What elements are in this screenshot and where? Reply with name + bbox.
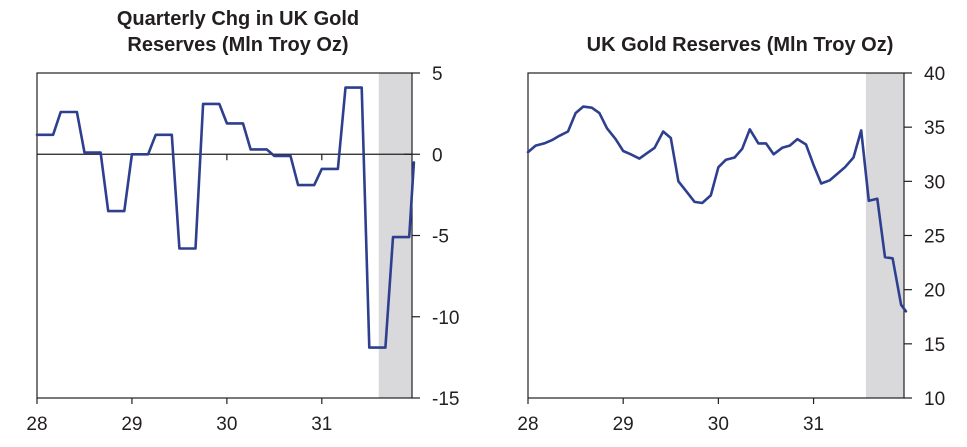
- left-xtick-label: 31: [311, 414, 332, 435]
- left-ytick-label: -10: [432, 308, 459, 329]
- right-chart-panel: 40 35 30 25 20 15 10 28 29 30 31: [517, 64, 945, 435]
- left-series-line: [35, 86, 416, 349]
- right-chart-title-line-1: UK Gold Reserves (Mln Troy Oz): [586, 34, 894, 56]
- left-chart-panel: 5 0 -5 -10 -15 28 29 30 31: [26, 64, 459, 435]
- right-xtick-label: 29: [613, 414, 634, 435]
- right-ytick-label: 10: [924, 389, 945, 410]
- right-xtick-label: 30: [708, 414, 729, 435]
- right-ytick-label: 15: [924, 335, 945, 356]
- left-xtick-label: 29: [121, 414, 142, 435]
- left-xtick-label: 30: [216, 414, 237, 435]
- right-ytick-label: 20: [924, 281, 945, 302]
- left-ytick-label: -5: [432, 227, 449, 248]
- right-xtick-label: 28: [517, 414, 538, 435]
- left-xtick-label: 28: [26, 414, 47, 435]
- left-shaded-region: [378, 73, 412, 398]
- right-xtick-label: 31: [803, 414, 824, 435]
- left-chart-title: Quarterly Chg in UK Gold Reserves (Mln T…: [78, 6, 398, 58]
- right-ytick-label: 40: [924, 64, 945, 85]
- left-plot-frame: [36, 72, 413, 399]
- right-ytick-label: 30: [924, 172, 945, 193]
- left-ytick-label: -15: [432, 389, 459, 410]
- left-chart-title-line-1: Quarterly Chg in UK Gold: [116, 8, 360, 30]
- right-series-line: [526, 105, 908, 313]
- left-ytick-label: 5: [432, 64, 443, 85]
- right-chart-title: UK Gold Reserves (Mln Troy Oz): [540, 32, 940, 58]
- right-plot-frame: [527, 72, 905, 399]
- right-ytick-label: 35: [924, 118, 945, 139]
- left-ytick-label: 0: [432, 145, 443, 166]
- right-ytick-label: 25: [924, 227, 945, 248]
- right-shaded-region: [865, 73, 904, 398]
- left-chart-title-line-2: Reserves (Mln Troy Oz): [127, 34, 349, 56]
